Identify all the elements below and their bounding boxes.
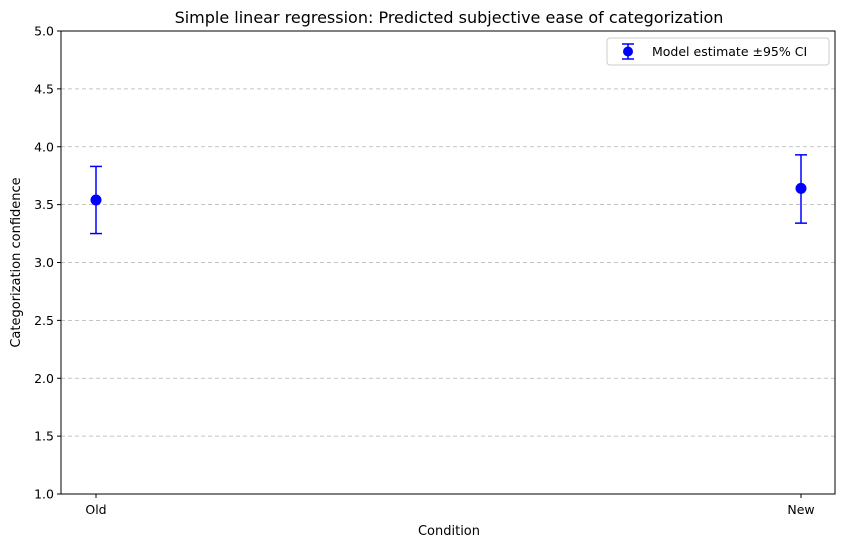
point-old <box>90 194 102 206</box>
x-tick-label: New <box>787 502 814 517</box>
y-tick-label: 4.5 <box>34 81 54 96</box>
y-tick-label: 4.0 <box>34 139 54 154</box>
gridlines <box>61 88 835 437</box>
y-axis-ticks: 1.0 1.5 2.0 2.5 3.0 3.5 4.0 4.5 5.0 <box>34 24 61 502</box>
data-points <box>90 182 807 206</box>
y-tick-label: 1.5 <box>34 429 54 444</box>
x-tick-label: Old <box>85 502 106 517</box>
legend-box <box>606 37 830 66</box>
y-tick-label: 2.0 <box>34 371 54 386</box>
y-tick-label: 1.0 <box>34 487 54 502</box>
x-axis-label: Condition <box>418 524 480 539</box>
legend-marker-icon <box>623 46 633 57</box>
legend-entry-label: Model estimate ±95% CI <box>652 44 807 59</box>
y-tick-label: 5.0 <box>34 24 54 39</box>
point-new <box>795 182 807 194</box>
x-axis-ticks: Old New <box>85 494 815 517</box>
chart-title: Simple linear regression: Predicted subj… <box>175 8 724 27</box>
y-axis-label: Categorization confidence <box>9 177 24 347</box>
y-tick-label: 2.5 <box>34 313 54 328</box>
y-tick-label: 3.5 <box>34 197 54 212</box>
legend: Model estimate ±95% CI <box>606 37 830 66</box>
y-tick-label: 3.0 <box>34 255 54 270</box>
